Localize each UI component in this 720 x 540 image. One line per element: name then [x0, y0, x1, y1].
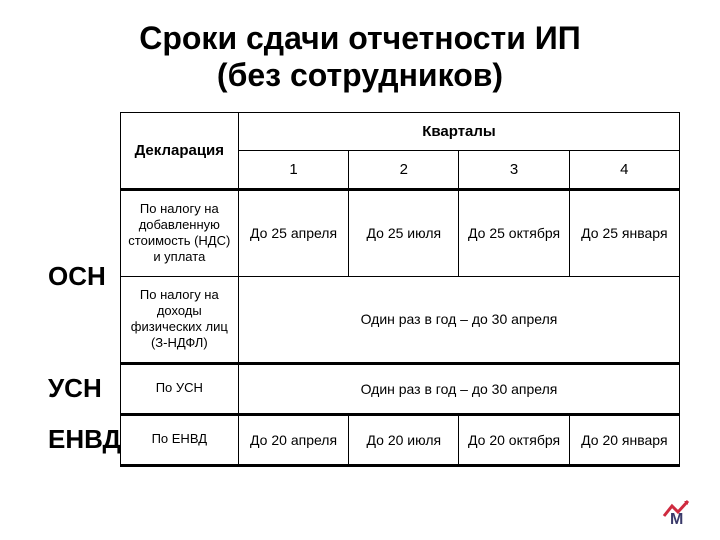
svg-text:М: М [670, 511, 683, 526]
osn-row1-q4: До 25 января [569, 189, 679, 276]
envd-q3: До 20 октября [459, 414, 569, 465]
usn-merged: Один раз в год – до 30 апреля [238, 363, 679, 414]
section-label-osn: ОСН [40, 189, 120, 363]
envd-q2: До 20 июля [349, 414, 459, 465]
envd-dec: По ЕНВД [120, 414, 238, 465]
osn-row1-dec: По налогу на добавленную стоимость (НДС)… [120, 189, 238, 276]
section-label-envd: ЕНВД [40, 414, 120, 465]
header-q3: 3 [459, 150, 569, 189]
title-part1: Сроки сдачи отчетности [139, 20, 535, 56]
osn-row2-merged: Один раз в год – до 30 апреля [238, 276, 679, 363]
blank-cell [40, 112, 120, 150]
header-q4: 4 [569, 150, 679, 189]
header-quarters: Кварталы [238, 112, 679, 150]
usn-dec: По УСН [120, 363, 238, 414]
brand-logo-icon: М [662, 496, 692, 526]
envd-q1: До 20 апреля [238, 414, 348, 465]
section-label-usn: УСН [40, 363, 120, 414]
osn-row1-q2: До 25 июля [349, 189, 459, 276]
osn-row1-q3: До 25 октября [459, 189, 569, 276]
title-part2: (без сотрудников) [217, 57, 503, 93]
title-bold1: ИП [535, 20, 581, 56]
envd-q4: До 20 января [569, 414, 679, 465]
header-q2: 2 [349, 150, 459, 189]
header-declaration: Декларация [120, 112, 238, 189]
blank-cell [40, 150, 120, 189]
osn-row1-q1: До 25 апреля [238, 189, 348, 276]
osn-row2-dec: По налогу на доходы физических лиц (З-НД… [120, 276, 238, 363]
page-title: Сроки сдачи отчетности ИП (без сотрудник… [40, 20, 680, 94]
header-q1: 1 [238, 150, 348, 189]
deadlines-table: Декларация Кварталы 1 2 3 4 ОСН По налог… [40, 112, 680, 467]
